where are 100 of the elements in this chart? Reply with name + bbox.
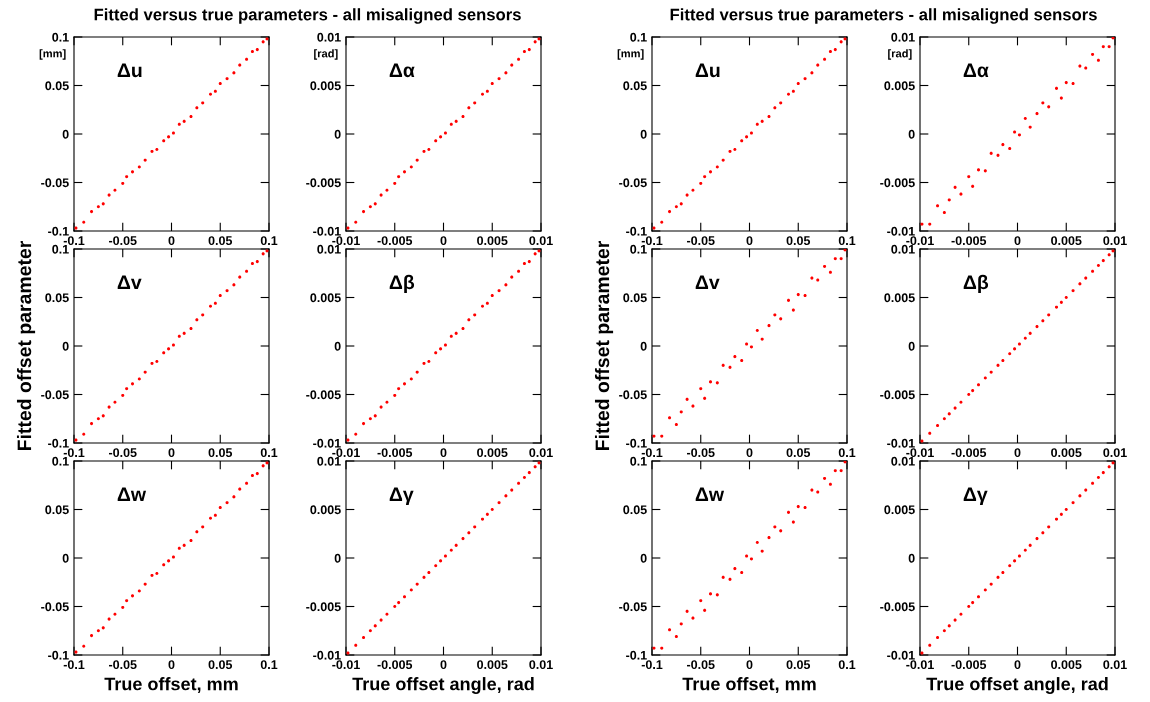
text: Fitted versus true parameters - all misaligned sensors — [94, 8, 521, 24]
point — [143, 370, 147, 374]
point — [810, 276, 814, 280]
x-tick-label: -0.005 — [377, 448, 413, 458]
x-tick-label: 0 — [168, 236, 175, 246]
point — [983, 588, 987, 592]
point — [195, 530, 199, 534]
point — [996, 153, 1000, 157]
point — [232, 71, 236, 75]
point — [397, 175, 401, 179]
y-tick-label: -0.01 — [313, 438, 341, 448]
y-tick-label: 0 — [908, 341, 915, 351]
y-tick-label: -0.005 — [880, 602, 915, 612]
y-tick-label: 0.1 — [630, 32, 647, 42]
point — [467, 318, 471, 322]
point — [373, 202, 377, 206]
point — [1059, 300, 1063, 304]
point — [760, 337, 764, 341]
point — [245, 57, 249, 61]
point — [668, 210, 672, 214]
point — [195, 106, 199, 110]
y-tick-label: 0 — [334, 341, 341, 351]
point — [839, 40, 843, 44]
x-tick-label: 0.01 — [1103, 448, 1127, 458]
y-tick-label: 0 — [640, 129, 647, 139]
point — [953, 618, 957, 622]
y-tick-label: -0.005 — [880, 390, 915, 400]
point — [415, 582, 419, 586]
point — [740, 359, 744, 363]
point — [96, 205, 100, 209]
point — [773, 106, 777, 110]
point — [189, 538, 193, 543]
point — [971, 601, 975, 605]
x-tick-label: 0.05 — [786, 236, 811, 246]
point — [162, 139, 166, 143]
point — [485, 512, 489, 516]
x-tick-label: -0.005 — [951, 448, 987, 458]
point — [1078, 282, 1082, 286]
y-tick-label: 0.05 — [623, 505, 647, 515]
point — [721, 158, 725, 162]
point — [791, 89, 795, 93]
point — [397, 387, 401, 391]
point — [74, 226, 78, 230]
x-axis-title: True offset, mm — [682, 677, 816, 693]
y-tick-label: -0.01 — [887, 650, 915, 660]
y-axis-title: Fitted offset parameter — [16, 240, 36, 451]
point — [1101, 471, 1105, 475]
y-tick-label: 0 — [334, 129, 341, 139]
x-tick-label: -0.005 — [951, 236, 987, 246]
point — [767, 324, 771, 328]
point — [107, 193, 111, 197]
point — [443, 343, 447, 347]
point — [368, 629, 372, 633]
point — [767, 114, 771, 119]
point — [189, 326, 193, 331]
point — [368, 205, 372, 209]
point — [833, 469, 837, 473]
x-tick-label: 0.05 — [786, 660, 811, 670]
point — [162, 351, 166, 355]
point — [379, 405, 383, 409]
point — [685, 193, 689, 197]
point — [936, 635, 940, 640]
x-tick-label: 0.05 — [786, 448, 811, 458]
point — [74, 650, 78, 654]
y-tick-label: -0.05 — [619, 602, 647, 612]
x-tick-label: 0.05 — [208, 448, 233, 458]
x-tick-label: 0 — [1014, 236, 1021, 246]
x-tick-label: 0.01 — [529, 236, 553, 246]
y-tick-label: -0.005 — [306, 390, 341, 400]
y-tick-label: -0.05 — [41, 178, 69, 188]
point — [936, 423, 940, 428]
point — [1041, 531, 1045, 535]
point — [533, 40, 537, 44]
annotation: Δβ — [389, 274, 415, 293]
y-tick-label: -0.01 — [887, 226, 915, 236]
point — [245, 481, 249, 485]
x-tick-label: 0 — [168, 660, 175, 670]
point — [422, 361, 426, 366]
point — [989, 370, 993, 374]
point — [397, 601, 401, 605]
point — [346, 226, 350, 230]
point — [679, 202, 683, 206]
point — [810, 71, 814, 75]
point — [674, 205, 678, 209]
annotation: Δγ — [963, 487, 988, 505]
y-tick-label: 0 — [908, 129, 915, 139]
x-tick-label: 0.005 — [477, 448, 508, 458]
point — [971, 389, 975, 393]
point — [786, 510, 791, 514]
point — [928, 431, 932, 435]
x-tick-label: 0.005 — [1051, 236, 1082, 246]
point — [261, 252, 265, 256]
x-tick-label: 0.1 — [838, 660, 856, 670]
y-tick-label: 0 — [62, 341, 69, 351]
x-tick-label: -0.05 — [108, 448, 137, 458]
point — [171, 555, 175, 559]
point — [652, 226, 656, 230]
y-tick-label: -0.01 — [313, 650, 341, 660]
point — [533, 465, 537, 469]
point — [90, 210, 94, 214]
